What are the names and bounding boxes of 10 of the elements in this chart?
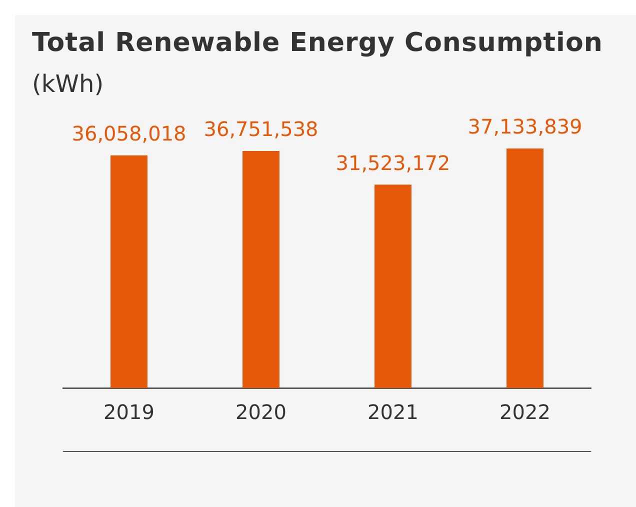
data-label: 36,751,538	[204, 117, 318, 142]
data-label: 36,058,018	[72, 122, 186, 146]
x-tick-label: 2019	[104, 400, 154, 424]
data-label: 37,133,839	[468, 114, 582, 139]
chart-subtitle: (kWh)	[32, 70, 104, 98]
x-tick-label: 2022	[500, 400, 550, 424]
data-label: 31,523,172	[336, 150, 450, 175]
x-tick-label: 2020	[236, 400, 286, 424]
chart-title: Total Renewable Energy Consumption	[32, 28, 603, 58]
x-tick-label: 2021	[368, 400, 418, 424]
